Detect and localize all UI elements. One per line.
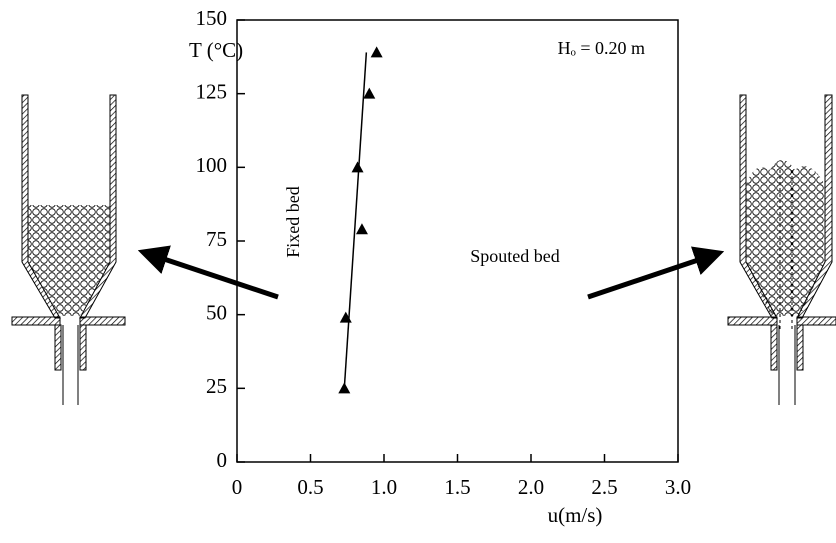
annotation: Hₒ = 0.20 m: [558, 38, 645, 58]
y-tick-label: 75: [206, 227, 227, 251]
x-tick-label: 0: [232, 475, 243, 499]
fit-line: [343, 52, 368, 389]
x-tick-label: 1.0: [371, 475, 397, 499]
arrow: [587, 246, 725, 300]
y-tick-label: 150: [196, 6, 228, 30]
x-tick-label: 2.0: [518, 475, 544, 499]
y-tick-label: 25: [206, 374, 227, 398]
annotation: Spouted bed: [470, 246, 560, 266]
x-tick-label: 3.0: [665, 475, 691, 499]
spouted-bed-diagram: [727, 94, 836, 405]
fixed-bed-diagram: [11, 94, 126, 405]
y-tick-label: 0: [217, 448, 228, 472]
x-tick-label: 0.5: [297, 475, 323, 499]
data-point: [370, 46, 383, 58]
y-axis-label: T (°C): [189, 38, 243, 62]
y-tick-label: 100: [196, 153, 228, 177]
data-point: [351, 161, 364, 173]
x-axis-label: u(m/s): [548, 503, 603, 527]
annotation: Fixed bed: [283, 186, 303, 258]
y-tick-label: 50: [206, 300, 227, 324]
arrow: [137, 245, 279, 300]
y-tick-label: 125: [196, 79, 228, 103]
x-tick-label: 2.5: [591, 475, 617, 499]
data-point: [363, 87, 376, 99]
x-tick-label: 1.5: [444, 475, 470, 499]
plot-frame: [236, 19, 679, 463]
data-point: [355, 223, 368, 235]
